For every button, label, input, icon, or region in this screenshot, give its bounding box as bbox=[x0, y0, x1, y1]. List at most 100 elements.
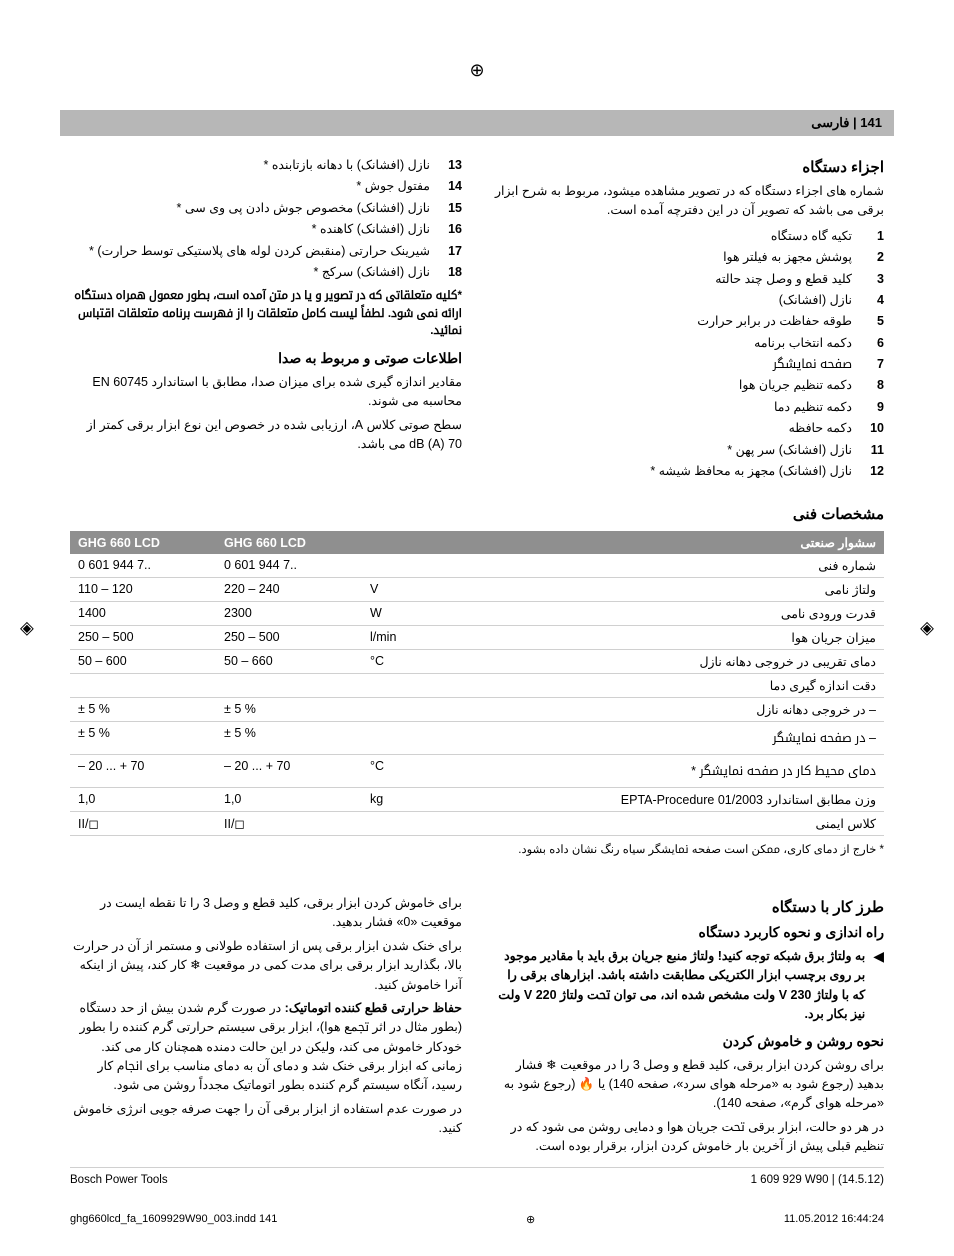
spec-row: دﻣﺎی ﺗﻘﺮﯾﺒﯽ در ﺧﺮوﺟﯽ دﻫﺎﻧﻪ ﻧﺎزل°C50 – 66… bbox=[70, 650, 884, 674]
part-row: 13ﻧﺎزل (اﻓﺸﺎﻧﮏ) ﺑﺎ دﻫﺎﻧﻪ ﺑﺎزﺗﺎﺑﻨﺪه * bbox=[70, 156, 462, 175]
part-num: 16 bbox=[442, 220, 462, 239]
part-text: ﻧﺎزل (اﻓﺸﺎﻧﮏ) ﮐﺎﻫﻨﺪه * bbox=[312, 220, 430, 239]
part-text: ﭘﻮﺷﺶ ﻣﺠﻬﺰ ﺑﻪ ﻓﯿﻠﺘﺮ ﻫﻮا bbox=[723, 248, 852, 267]
noise-title: اﻃﻼﻋﺎت ﺻﻮﺗﯽ و ﻣﺮﺑﻮط ﺑﻪ ﺻﺪا bbox=[70, 350, 462, 367]
print-meta: ghg660lcd_fa_1609929W90_003.indd 141 ⊕ 1… bbox=[70, 1213, 884, 1226]
parts-column-left: 13ﻧﺎزل (اﻓﺸﺎﻧﮏ) ﺑﺎ دﻫﺎﻧﻪ ﺑﺎزﺗﺎﺑﻨﺪه * 14 ﻣ… bbox=[70, 150, 462, 487]
part-text: ﻣﻔﺘﻮل ﺟﻮش * bbox=[356, 177, 430, 196]
part-text: ﻧﺎزل (اﻓﺸﺎﻧﮏ) ﻣﺨﺼﻮص ﺟﻮش دادن ﭘﯽ وی ﺳﯽ * bbox=[177, 199, 430, 218]
bullet-icon: ◀ bbox=[873, 947, 884, 967]
spec-label: دﻣﺎی ﻣﺤﯿﻂ ﮐﺎر در ﺻﻔﺤﻪ ﳕﺎﯾﺸﮕﺮ * bbox=[438, 755, 884, 788]
page-header-band: 141 | ﻓﺎرﺳﯽ bbox=[60, 110, 894, 136]
spec-body: ﺷﻤﺎره ﻓﻨﯽ0 601 944 7..0 601 944 7..وﻟﺘﺎژ… bbox=[70, 554, 884, 836]
onoff-p1: ﺑﺮای روﺷﻦ ﮐﺮدن اﺑﺰار ﺑﺮﻗﯽ، ﮐﻠﯿﺪ ﻗﻄﻊ و وﺻ… bbox=[492, 1056, 884, 1114]
spec-value-2: – 20 ... + 70 bbox=[70, 755, 216, 788]
spec-label: وزن ﻣﻄﺎﺑﻖ اﺳﺘﺎﻧﺪارد EPTA-Procedure 01/20… bbox=[438, 788, 884, 812]
page-content: اﺟﺰاء دﺳﺘﮕﺎه ﺷﻤﺎره ﻫﺎی اﺟﺰاء دﺳﺘﮕﺎه ﮐﻪ د… bbox=[70, 150, 884, 1160]
part-row: 2 ﭘﻮﺷﺶ ﻣﺠﻬﺰ ﺑﻪ ﻓﯿﻠﺘﺮ ﻫﻮا bbox=[492, 248, 884, 267]
spec-row: ﻗﺪرت ورودی ﻧﺎﻣﯽW23001400 bbox=[70, 602, 884, 626]
spec-label: ﻣﯿﺰان ﺟﺮﯾﺎن ﻫﻮا bbox=[438, 626, 884, 650]
part-row: 18 ﻧﺎزل (اﻓﺸﺎﻧﮏ) ﺳﺮﮐﺞ * bbox=[70, 263, 462, 282]
spec-value-1: 50 – 660 bbox=[216, 650, 362, 674]
spec-value-2: II/◻ bbox=[70, 812, 216, 836]
spec-table: ﺳﺸﻮار ﺻﻨﻌﺘﯽ GHG 660 LCD GHG 660 LCD ﺷﻤﺎر… bbox=[70, 531, 884, 836]
spec-label: وﻟﺘﺎژ ﻧﺎﻣﯽ bbox=[438, 578, 884, 602]
voltage-warning: ◀ ﺑﻪ وﻟﺘﺎژ ﺑﺮق ﺷﺒﮑﻪ ﺗﻮﺟﻪ ﮐﻨﯿﺪ! وﻟﺘﺎژ ﻣﻨﺒ… bbox=[492, 947, 884, 1025]
part-row: 7 ﺻﻔﺤﻪ ﳕﺎﯾﺸﮕﺮ bbox=[492, 355, 884, 374]
page-number-label: 141 | ﻓﺎرﺳﯽ bbox=[811, 115, 882, 131]
spec-unit: °C bbox=[362, 755, 438, 788]
part-num: 2 bbox=[864, 248, 884, 267]
spec-unit: W bbox=[362, 602, 438, 626]
part-row: 4ﻧﺎزل (اﻓﺸﺎﻧﮏ) bbox=[492, 291, 884, 310]
part-row: 8 دﮐﻤﻪ ﺗﻨﻈﯿﻢ ﺟﺮﯾﺎن ﻫﻮا bbox=[492, 376, 884, 395]
startup-title: راه اﻧﺪازی و ﻧﺤﻮه ﮐﺎرﺑﺮد دﺳﺘﮕﺎه bbox=[492, 924, 884, 941]
crop-mark-top: ⊕ bbox=[469, 60, 484, 81]
part-num: 14 bbox=[442, 177, 462, 196]
part-num: 10 bbox=[864, 419, 884, 438]
voltage-warning-text: ﺑﻪ وﻟﺘﺎژ ﺑﺮق ﺷﺒﮑﻪ ﺗﻮﺟﻪ ﮐﻨﯿﺪ! وﻟﺘﺎژ ﻣﻨﺒﻊ … bbox=[492, 947, 865, 1025]
part-row: 1ﺗﮑﯿﻪ ﮔﺎه دﺳﺘﮕﺎه bbox=[492, 227, 884, 246]
parts-columns: اﺟﺰاء دﺳﺘﮕﺎه ﺷﻤﺎره ﻫﺎی اﺟﺰاء دﺳﺘﮕﺎه ﮐﻪ د… bbox=[70, 150, 884, 487]
spec-unit bbox=[362, 812, 438, 836]
part-row: 14 ﻣﻔﺘﻮل ﺟﻮش * bbox=[70, 177, 462, 196]
spec-unit bbox=[362, 722, 438, 755]
spec-row: – در ﺻﻔﺤﻪ ﳕﺎﯾﺸﮕﺮ± 5 %± 5 % bbox=[70, 722, 884, 755]
crop-mark-left: ◈ bbox=[20, 618, 34, 639]
spec-row: دﻗﺖ اﻧﺪازه ﮔﯿﺮی دﻣﺎ bbox=[70, 674, 884, 698]
usage-col-left: ﺑﺮای ﺧﺎﻣﻮش ﮐﺮدن اﺑﺰار ﺑﺮﻗﯽ، ﮐﻠﯿﺪ ﻗﻄﻊ و و… bbox=[70, 890, 462, 1160]
usage-col-right: ﻃﺮز ﮐﺎر ﺑﺎ دﺳﺘﮕﺎه راه اﻧﺪازی و ﻧﺤﻮه ﮐﺎرﺑ… bbox=[492, 890, 884, 1160]
spec-unit: l/min bbox=[362, 626, 438, 650]
part-row: 9 دﮐﻤﻪ ﺗﻨﻈﯿﻢ دﻣﺎ bbox=[492, 398, 884, 417]
spec-unit bbox=[362, 698, 438, 722]
part-num: 15 bbox=[442, 199, 462, 218]
noise-p2: ﺳﻄﺢ ﺻﻮﺗﯽ ﮐﻼس A، ارزﯾﺎﺑﯽ ﺷﺪه در ﺧﺼﻮص اﯾﻦ … bbox=[70, 416, 462, 455]
spec-row: ﻣﯿﺰان ﺟﺮﯾﺎن ﻫﻮاl/min250 – 500250 – 500 bbox=[70, 626, 884, 650]
part-num: 4 bbox=[864, 291, 884, 310]
parts-column-right: اﺟﺰاء دﺳﺘﮕﺎه ﺷﻤﺎره ﻫﺎی اﺟﺰاء دﺳﺘﮕﺎه ﮐﻪ د… bbox=[492, 150, 884, 487]
part-text: ﻧﺎزل (اﻓﺸﺎﻧﮏ) ﺳﺮﮐﺞ * bbox=[314, 263, 430, 282]
spec-value-1: II/◻ bbox=[216, 812, 362, 836]
spec-value-2: 50 – 600 bbox=[70, 650, 216, 674]
part-text: دﮐﻤﻪ ﺗﻨﻈﯿﻢ ﺟﺮﯾﺎن ﻫﻮا bbox=[739, 376, 852, 395]
spec-value-2: 0 601 944 7.. bbox=[70, 554, 216, 578]
part-num: 7 bbox=[864, 355, 884, 374]
parts-note: *ﮐﻠﯿﻪ ﻣﺘﻌﻠﻘﺎﺗﯽ ﮐﻪ در ﺗﺼﻮﯾﺮ و ﯾﺎ در ﻣﱳ آﻣ… bbox=[70, 288, 462, 340]
part-num: 18 bbox=[442, 263, 462, 282]
part-num: 9 bbox=[864, 398, 884, 417]
parts-list-left: 13ﻧﺎزل (اﻓﺸﺎﻧﮏ) ﺑﺎ دﻫﺎﻧﻪ ﺑﺎزﺗﺎﺑﻨﺪه * 14 ﻣ… bbox=[70, 156, 462, 282]
usage-title: ﻃﺮز ﮐﺎر ﺑﺎ دﺳﺘﮕﺎه bbox=[492, 898, 884, 916]
page-footer: Bosch Power Tools 1 609 929 W90 | (14.5.… bbox=[70, 1167, 884, 1186]
part-text: دﮐﻤﻪ اﻧﺘﺨﺎب ﺑﺮﻧﺎﻣﻪ bbox=[754, 334, 852, 353]
spec-label: دﻣﺎی ﺗﻘﺮﯾﺒﯽ در ﺧﺮوﺟﯽ دﻫﺎﻧﻪ ﻧﺎزل bbox=[438, 650, 884, 674]
part-num: 8 bbox=[864, 376, 884, 395]
part-row: 16 ﻧﺎزل (اﻓﺸﺎﻧﮏ) ﮐﺎﻫﻨﺪه * bbox=[70, 220, 462, 239]
print-timestamp: 11.05.2012 16:44:24 bbox=[784, 1213, 884, 1226]
spec-row: دﻣﺎی ﻣﺤﯿﻂ ﮐﺎر در ﺻﻔﺤﻪ ﳕﺎﯾﺸﮕﺮ *°C– 20 ...… bbox=[70, 755, 884, 788]
part-text: ﻧﺎزل (اﻓﺸﺎﻧﮏ) ﻣﺠﻬﺰ ﺑﻪ ﻣﺤﺎﻓﻆ ﺷﯿﺸﻪ * bbox=[650, 462, 852, 481]
footer-right: 1 609 929 W90 | (14.5.12) bbox=[751, 1174, 884, 1186]
spec-value-1: 0 601 944 7.. bbox=[216, 554, 362, 578]
spec-value-1: 250 – 500 bbox=[216, 626, 362, 650]
part-text: ﺷﯿﺮﯾﻨﮏ ﺣﺮارﺗﯽ (ﻣﻨﻘﺒﺾ ﮐﺮدن ﻟﻮﻟﻪ ﻫﺎی ﭘﻼﺳﺘﯿ… bbox=[89, 242, 430, 261]
crop-mark-bottom: ⊕ bbox=[526, 1213, 535, 1226]
spec-row: – در ﺧﺮوﺟﯽ دﻫﺎﻧﻪ ﻧﺎزل± 5 %± 5 % bbox=[70, 698, 884, 722]
thermal-title: ﺣﻔﺎظ ﺣﺮارﺗﯽ ﻗﻄﻊ ﮐﻨﻨﺪه اﺗﻮﻣﺎﺗﯿﮏ: bbox=[285, 1001, 462, 1015]
onoff-title: ﻧﺤﻮه روﺷﻦ و ﺧﺎﻣﻮش ﮐﺮدن bbox=[492, 1033, 884, 1050]
tech-spec-title: ﻣﺸﺨﺼﺎت ﻓﻨﯽ bbox=[70, 505, 884, 523]
part-row: 17ﺷﯿﺮﯾﻨﮏ ﺣﺮارﺗﯽ (ﻣﻨﻘﺒﺾ ﮐﺮدن ﻟﻮﻟﻪ ﻫﺎی ﭘﻼﺳ… bbox=[70, 242, 462, 261]
part-text: دﮐﻤﻪ ﺗﻨﻈﯿﻢ دﻣﺎ bbox=[774, 398, 852, 417]
part-text: دﮐﻤﻪ ﺣﺎﻓﻈﻪ bbox=[789, 419, 852, 438]
spec-value-2: 1400 bbox=[70, 602, 216, 626]
spec-label: دﻗﺖ اﻧﺪازه ﮔﯿﺮی دﻣﺎ bbox=[438, 674, 884, 698]
spec-value-1: ± 5 % bbox=[216, 722, 362, 755]
part-row: 6دﮐﻤﻪ اﻧﺘﺨﺎب ﺑﺮﻧﺎﻣﻪ bbox=[492, 334, 884, 353]
spec-value-2: 250 – 500 bbox=[70, 626, 216, 650]
usage-columns: ﻃﺮز ﮐﺎر ﺑﺎ دﺳﺘﮕﺎه راه اﻧﺪازی و ﻧﺤﻮه ﮐﺎرﺑ… bbox=[70, 890, 884, 1160]
spec-value-1: – 20 ... + 70 bbox=[216, 755, 362, 788]
spec-value-2 bbox=[70, 674, 216, 698]
spec-value-1 bbox=[216, 674, 362, 698]
parts-intro: ﺷﻤﺎره ﻫﺎی اﺟﺰاء دﺳﺘﮕﺎه ﮐﻪ در ﺗﺼﻮﯾﺮ ﻣﺸﺎﻫﺪ… bbox=[492, 182, 884, 221]
spec-unit: °C bbox=[362, 650, 438, 674]
part-text: ﺻﻔﺤﻪ ﳕﺎﯾﺸﮕﺮ bbox=[773, 355, 852, 374]
